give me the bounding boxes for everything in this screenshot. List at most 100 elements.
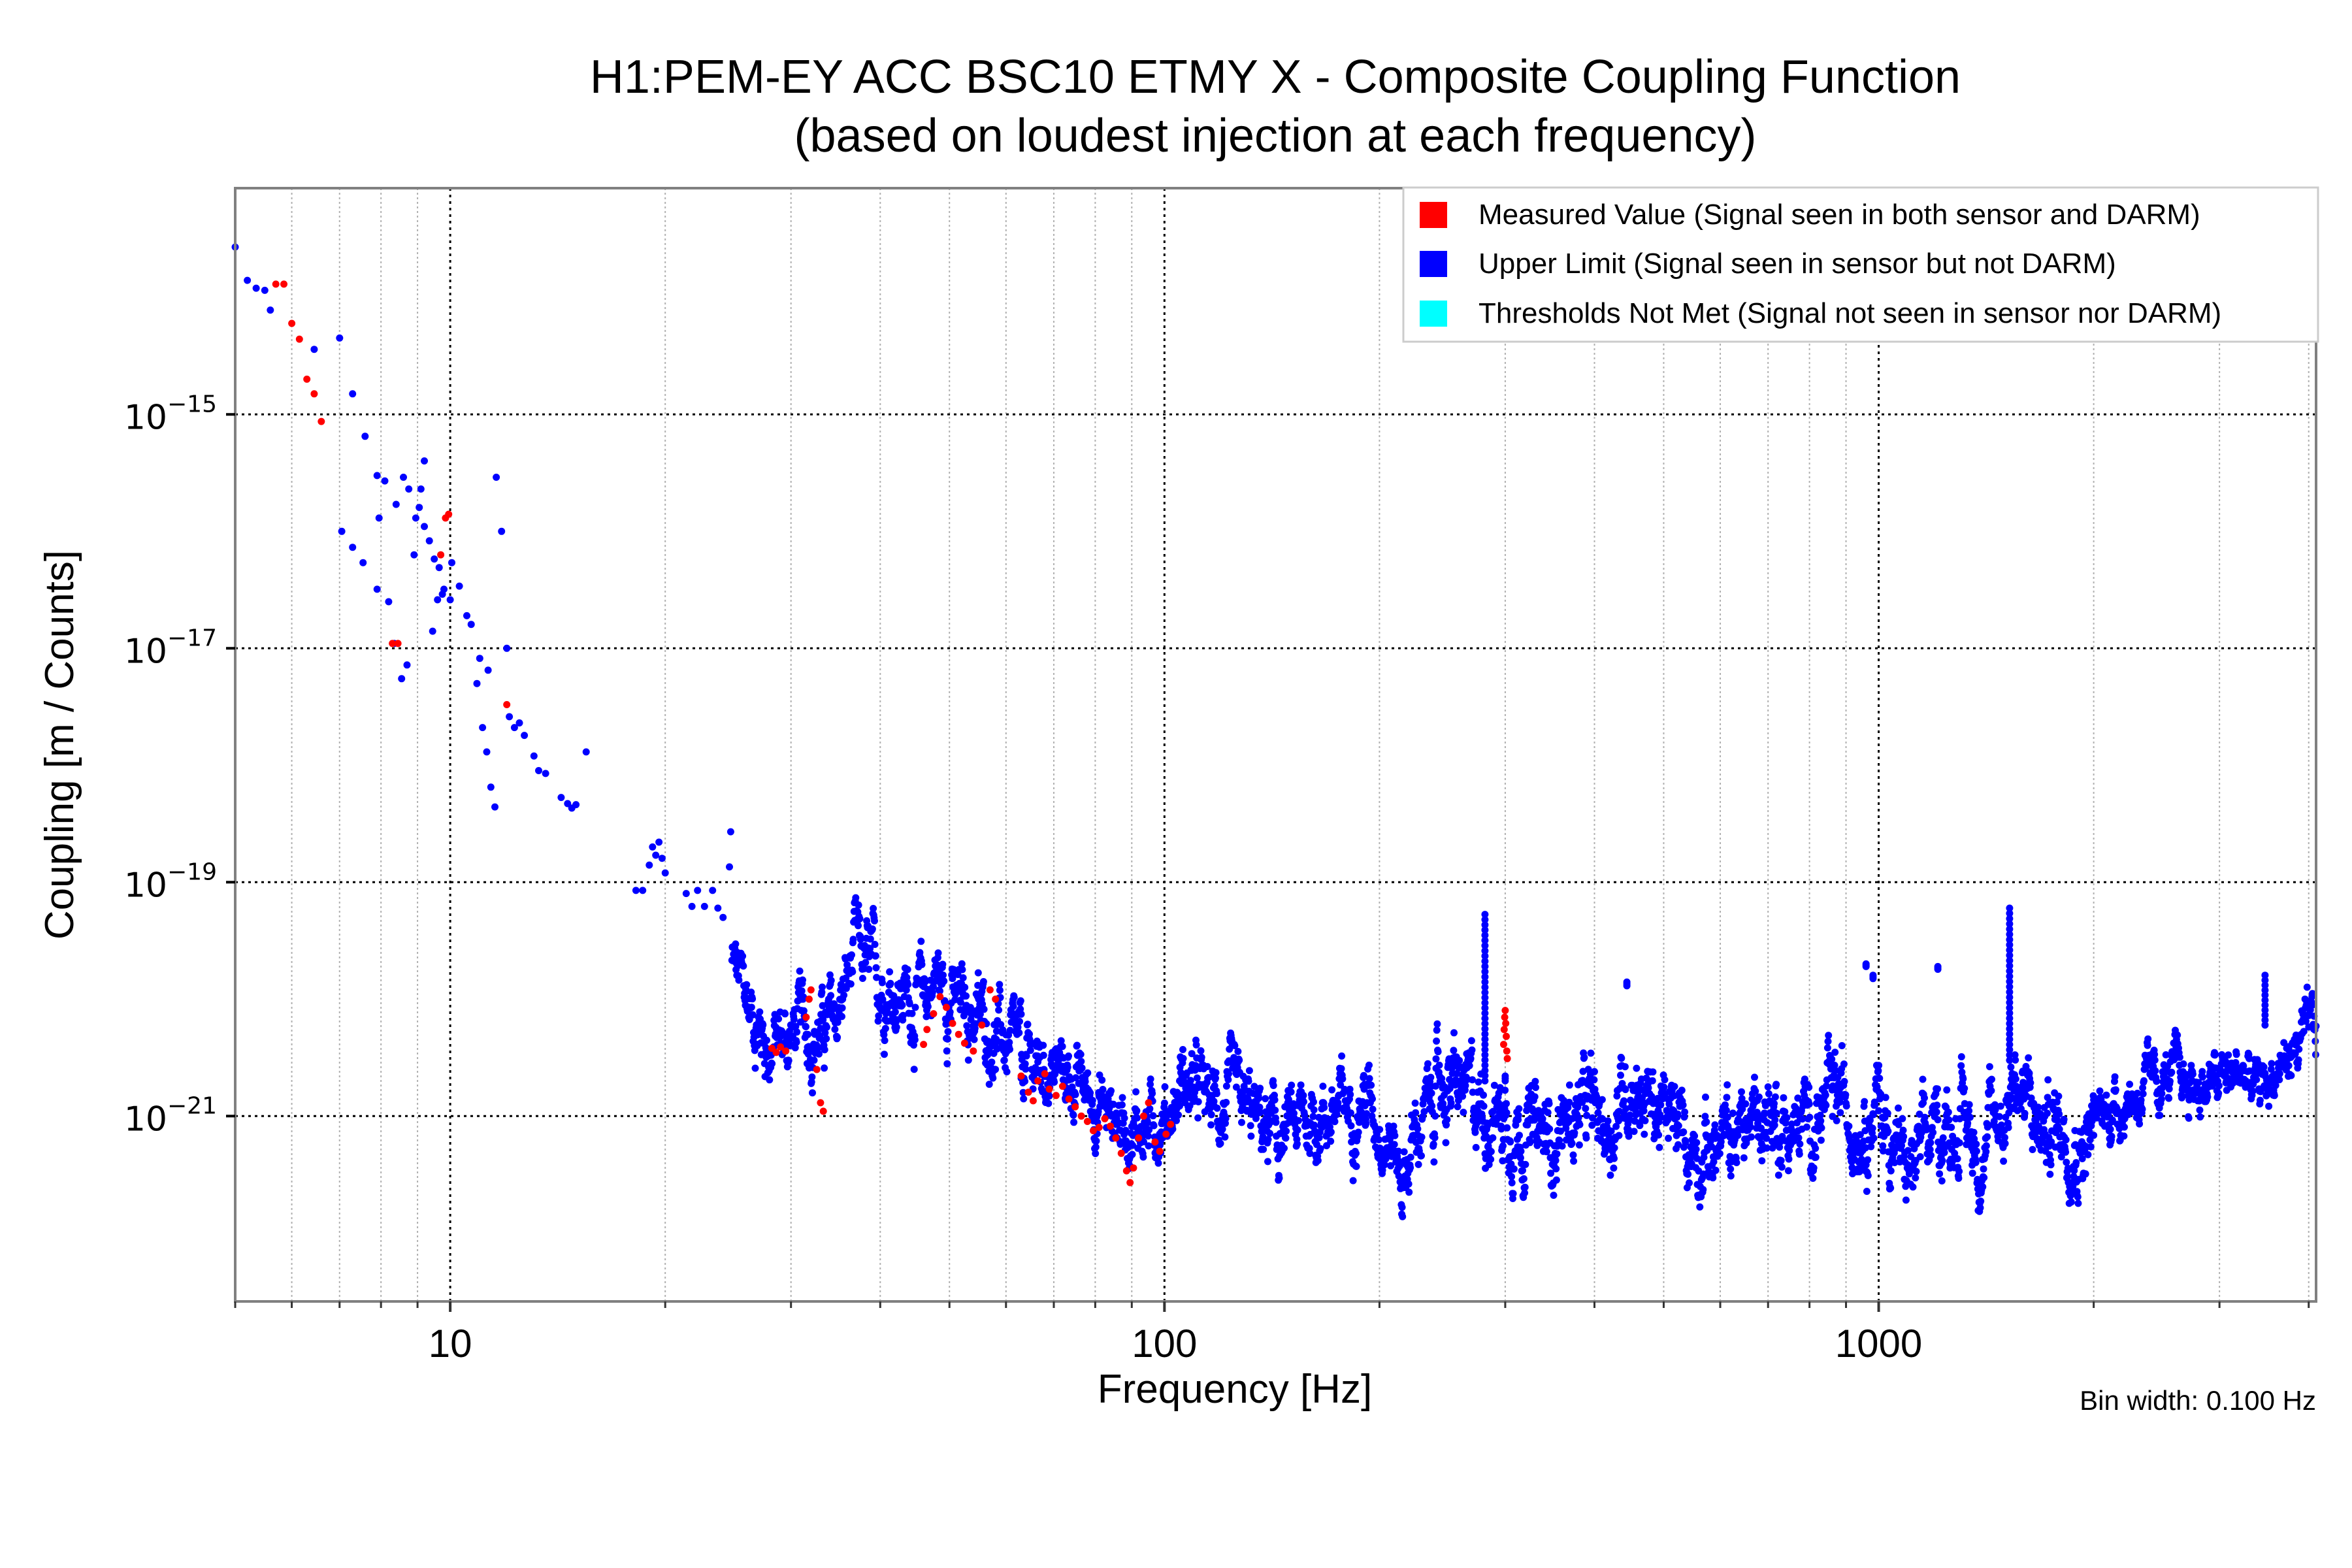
upper-limit-point — [2006, 983, 2014, 990]
upper-limit-point — [2001, 1134, 2008, 1141]
upper-limit-point — [1175, 1111, 1183, 1119]
upper-limit-point — [688, 902, 696, 910]
upper-limit-point — [2140, 1077, 2148, 1085]
upper-limit-point — [838, 1004, 846, 1012]
legend-label-thresholds: Thresholds Not Met (Signal not seen in s… — [1478, 297, 2221, 329]
upper-limit-point — [1833, 1117, 1840, 1124]
upper-limit-point — [1022, 1052, 1030, 1060]
upper-limit-point — [2108, 1116, 2116, 1124]
upper-limit-point — [1337, 1065, 1345, 1073]
upper-limit-point — [1481, 999, 1489, 1007]
upper-limit-point — [1936, 1170, 1944, 1178]
upper-limit-point — [2011, 1051, 2019, 1059]
upper-limit-point — [890, 992, 898, 1000]
measured-point — [288, 319, 296, 327]
upper-limit-point — [2044, 1094, 2051, 1102]
upper-limit-point — [1801, 1075, 1808, 1083]
upper-limit-point — [1245, 1067, 1253, 1075]
upper-limit-point — [1520, 1175, 1527, 1183]
upper-limit-point — [503, 644, 511, 652]
upper-limit-point — [904, 981, 912, 988]
upper-limit-point — [1472, 1143, 1480, 1151]
upper-limit-point — [491, 803, 498, 811]
upper-limit-point — [911, 1036, 919, 1043]
upper-limit-point — [655, 838, 663, 846]
upper-limit-point — [1869, 972, 1877, 979]
upper-limit-point — [1710, 1158, 1718, 1166]
upper-limit-point — [1456, 1056, 1463, 1064]
upper-limit-point — [1965, 1101, 1973, 1109]
upper-limit-point — [848, 951, 855, 959]
upper-limit-point — [1272, 1119, 1280, 1126]
upper-limit-point — [1712, 1166, 1720, 1174]
upper-limit-point — [1015, 1029, 1023, 1037]
measured-point — [813, 1066, 821, 1073]
upper-limit-point — [1147, 1081, 1154, 1088]
upper-limit-point — [756, 1008, 764, 1016]
upper-limit-point — [1982, 1148, 1990, 1156]
upper-limit-point — [1222, 1082, 1230, 1090]
upper-limit-point — [2198, 1068, 2206, 1075]
upper-limit-point — [1213, 1090, 1220, 1098]
upper-limit-point — [2174, 1031, 2181, 1039]
upper-limit-point — [1400, 1148, 1408, 1156]
upper-limit-point — [1696, 1203, 1704, 1211]
upper-limit-point — [1656, 1114, 1664, 1122]
upper-limit-point — [1481, 911, 1489, 919]
upper-limit-point — [1039, 1041, 1047, 1049]
upper-limit-point — [1621, 1063, 1629, 1071]
upper-limit-point — [2276, 1076, 2283, 1084]
y-tick-label: 10−15 — [124, 391, 217, 437]
x-tick-label: 100 — [1132, 1322, 1197, 1365]
upper-limit-point — [434, 596, 442, 604]
upper-limit-point — [1966, 1113, 1974, 1121]
upper-limit-point — [1019, 1088, 1027, 1096]
upper-limit-point — [2006, 1025, 2014, 1033]
upper-limit-point — [1553, 1150, 1561, 1158]
upper-limit-point — [2006, 925, 2014, 933]
upper-limit-point — [1412, 1109, 1420, 1117]
upper-limit-point — [400, 474, 407, 481]
measured-point — [1071, 1103, 1079, 1111]
upper-limit-point — [1194, 1114, 1202, 1122]
upper-limit-point — [956, 998, 964, 1006]
upper-limit-point — [1078, 1064, 1086, 1072]
upper-limit-point — [1250, 1083, 1258, 1090]
upper-limit-point — [1481, 1051, 1489, 1059]
upper-limit-point — [381, 477, 389, 485]
legend-swatch-thresholds — [1420, 301, 1447, 327]
upper-limit-point — [1430, 1158, 1438, 1166]
upper-limit-point — [785, 1056, 792, 1064]
upper-limit-point — [1092, 1137, 1100, 1145]
upper-limit-point — [1765, 1090, 1772, 1098]
upper-limit-point — [2006, 988, 2014, 996]
upper-limit-point — [2249, 1087, 2257, 1095]
upper-limit-point — [887, 979, 894, 987]
upper-limit-point — [431, 555, 438, 563]
upper-limit-point — [943, 1035, 951, 1043]
measured-point — [1145, 1099, 1152, 1107]
upper-limit-point — [1212, 1074, 1219, 1082]
upper-limit-point — [1369, 1105, 1377, 1113]
upper-limit-point — [455, 582, 463, 590]
upper-limit-point — [852, 894, 860, 902]
upper-limit-point — [2280, 1039, 2288, 1047]
upper-limit-point — [2072, 1159, 2080, 1166]
upper-limit-point — [917, 938, 925, 945]
upper-limit-point — [2005, 1109, 2013, 1117]
upper-limit-point — [1294, 1126, 1301, 1134]
upper-limit-point — [802, 1023, 809, 1030]
upper-limit-point — [1991, 1106, 1999, 1113]
upper-limit-point — [1071, 1090, 1079, 1098]
measured-point — [817, 1099, 825, 1107]
upper-limit-point — [2112, 1086, 2119, 1094]
upper-limit-point — [2300, 1028, 2308, 1036]
upper-limit-point — [1875, 1107, 1883, 1115]
upper-limit-point — [817, 1024, 825, 1032]
upper-limit-point — [1899, 1115, 1906, 1122]
upper-limit-point — [1471, 1128, 1479, 1136]
upper-limit-point — [959, 974, 967, 982]
measured-point — [802, 1013, 810, 1021]
upper-limit-point — [1678, 1086, 1686, 1094]
upper-limit-point — [1575, 1141, 1583, 1149]
